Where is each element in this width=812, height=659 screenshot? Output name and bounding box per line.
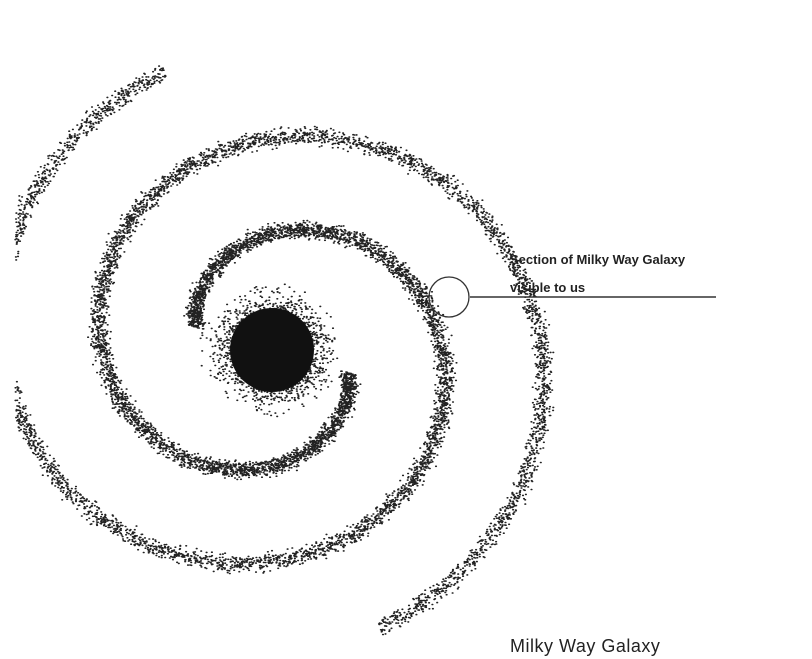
annotation-line: Section of Milky Way Galaxy [510,252,686,267]
section-circle [429,277,469,317]
galactic-core [230,308,314,392]
annotation-line: visible to us [510,280,585,295]
caption: Milky Way Galaxy [510,636,660,656]
galaxy-diagram: Section of Milky Way Galaxy visible to u… [0,0,812,659]
